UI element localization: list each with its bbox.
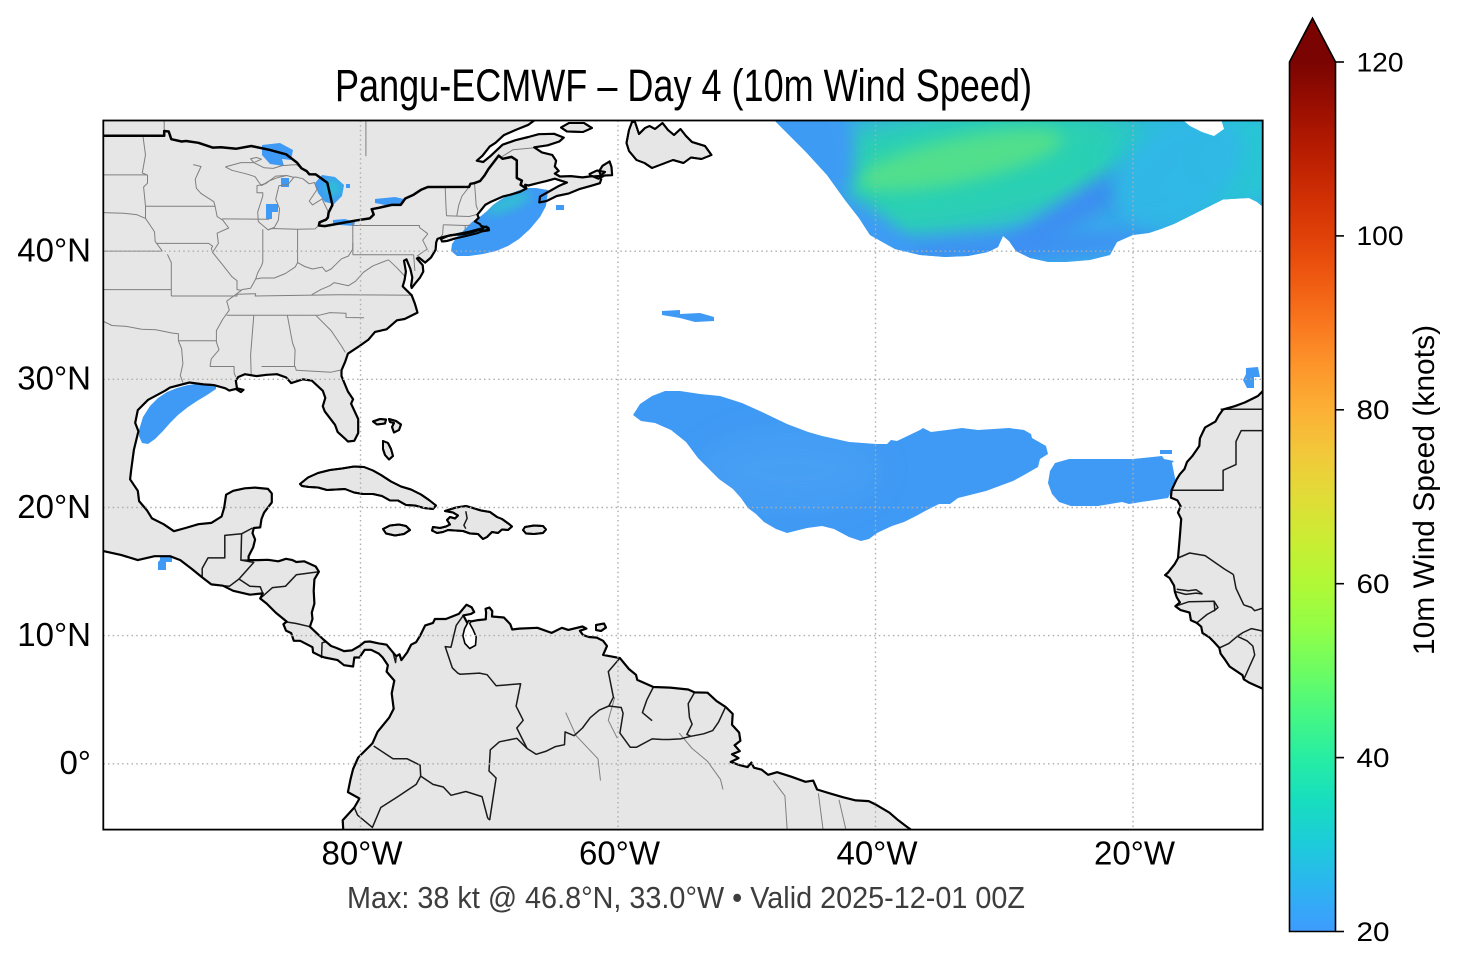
svg-text:100: 100	[1357, 221, 1404, 251]
svg-text:40°W: 40°W	[836, 835, 918, 872]
svg-text:20°N: 20°N	[17, 488, 91, 525]
svg-text:40: 40	[1357, 743, 1390, 773]
svg-text:20: 20	[1357, 917, 1390, 947]
svg-text:60°W: 60°W	[579, 835, 661, 872]
svg-text:80°W: 80°W	[321, 835, 403, 872]
svg-text:80: 80	[1357, 395, 1390, 425]
svg-text:60: 60	[1357, 569, 1390, 599]
svg-text:0°: 0°	[59, 744, 91, 781]
svg-text:30°N: 30°N	[17, 360, 91, 397]
svg-text:120: 120	[1357, 47, 1404, 77]
svg-text:10m Wind Speed (knots): 10m Wind Speed (knots)	[1408, 325, 1441, 655]
svg-text:40°N: 40°N	[17, 232, 91, 269]
svg-text:Max: 38 kt @ 46.8°N, 33.0°W •: Max: 38 kt @ 46.8°N, 33.0°W • Valid 2025…	[347, 880, 1025, 915]
svg-text:20°W: 20°W	[1094, 835, 1176, 872]
svg-text:10°N: 10°N	[17, 616, 91, 653]
svg-text:Pangu-ECMWF – Day 4 (10m Wind: Pangu-ECMWF – Day 4 (10m Wind Speed)	[335, 60, 1032, 111]
